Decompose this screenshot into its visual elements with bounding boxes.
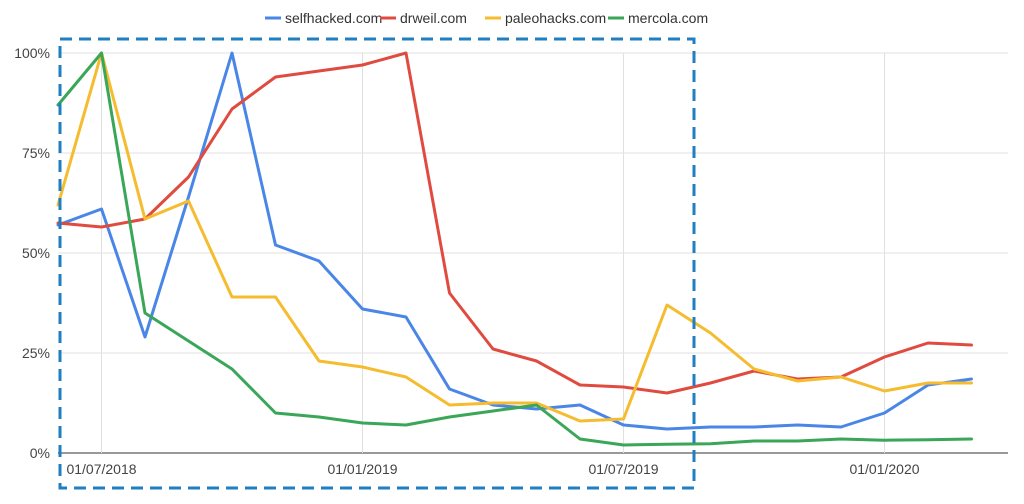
gridlines — [58, 52, 1008, 454]
y-tick-label: 25% — [22, 345, 50, 361]
x-tick-label: 01/01/2019 — [327, 461, 397, 477]
legend-label: selfhacked.com — [285, 10, 382, 26]
legend-label: paleohacks.com — [505, 10, 606, 26]
highlight-dashed-box — [58, 37, 696, 490]
x-axis-tick-labels: 01/07/2018 01/01/2019 01/07/2019 01/01/2020 — [66, 461, 919, 477]
legend-label: drweil.com — [400, 10, 467, 26]
y-axis-tick-labels: 0% 25% 50% 75% 100% — [14, 45, 50, 461]
y-tick-label: 100% — [14, 45, 50, 61]
y-tick-label: 75% — [22, 145, 50, 161]
x-tick-label: 01/07/2018 — [66, 461, 136, 477]
series-line-drweil-com — [56, 51, 973, 395]
y-tick-label: 0% — [30, 445, 50, 461]
x-tick-label: 01/07/2019 — [588, 461, 658, 477]
series-line-paleohacks-com — [56, 51, 973, 423]
series-line-selfhacked-com — [56, 51, 973, 431]
legend: selfhacked.com drweil.com paleohacks.com me… — [265, 10, 708, 26]
legend-label: mercola.com — [628, 10, 708, 26]
y-tick-label: 50% — [22, 245, 50, 261]
x-tick-label: 01/01/2020 — [849, 461, 919, 477]
series-line-mercola-com — [56, 51, 973, 447]
series-lines — [56, 51, 973, 447]
